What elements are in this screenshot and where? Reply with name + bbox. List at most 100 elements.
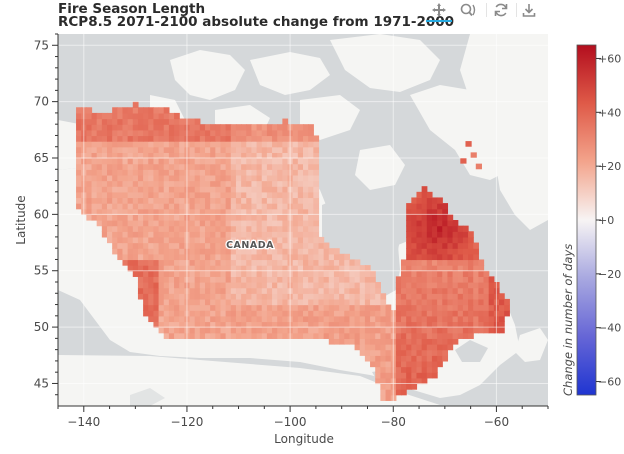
heatmap-cell (364, 349, 371, 356)
heatmap-cell (96, 191, 103, 199)
save-tool-button[interactable] (518, 0, 540, 20)
heatmap-cell (107, 152, 113, 159)
heatmap-cell (504, 304, 510, 311)
heatmap-cell (272, 197, 278, 204)
heatmap-cell (230, 236, 237, 244)
heatmap-cell (76, 203, 82, 210)
heatmap-cell (122, 214, 129, 221)
heatmap-cell (107, 118, 113, 125)
heatmap-cell (112, 242, 118, 249)
heatmap-cell (194, 293, 201, 300)
heatmap-cell (277, 236, 283, 244)
heatmap-cell (235, 225, 242, 232)
heatmap-cell (473, 259, 479, 266)
heatmap-cell (303, 287, 309, 294)
heatmap-cell (344, 287, 351, 294)
heatmap-cell (96, 174, 103, 182)
heatmap-cell (210, 169, 216, 176)
heatmap-cell (205, 248, 211, 255)
heatmap-cell (168, 225, 175, 232)
heatmap-cell (364, 298, 371, 306)
heatmap-cell (179, 287, 185, 294)
heatmap-cell (158, 327, 165, 334)
heatmap-cell (117, 107, 124, 114)
heatmap-cell (101, 214, 108, 221)
heatmap-cell (344, 338, 351, 345)
heatmap-cell (256, 293, 263, 300)
reset-tool-button[interactable] (490, 0, 512, 20)
wheel-zoom-tool-button[interactable] (456, 0, 480, 20)
heatmap-cell (153, 231, 160, 238)
heatmap-cell (251, 287, 258, 294)
heatmap-cell (86, 107, 93, 114)
heatmap-cell (148, 141, 155, 148)
heatmap-cell (194, 129, 201, 137)
heatmap-cell (194, 287, 201, 294)
heatmap-cell (117, 208, 124, 215)
heatmap-cell (478, 298, 485, 306)
heatmap-cell (107, 112, 113, 120)
heatmap-cell (261, 310, 268, 317)
heatmap-cell (158, 135, 165, 142)
heatmap-cell (112, 225, 118, 232)
heatmap-cell (328, 327, 335, 334)
heatmap-cell (292, 158, 299, 165)
heatmap-cell (148, 214, 155, 221)
heatmap-cell (210, 282, 216, 289)
heatmap-cell (261, 220, 268, 227)
x-tick-label: −80 (381, 415, 406, 429)
heatmap-cell (261, 186, 268, 193)
heatmap-cell (370, 304, 376, 311)
heatmap-cell (313, 310, 320, 317)
heatmap-cell (199, 253, 206, 261)
heatmap-cell (473, 253, 479, 261)
heatmap-cell (163, 315, 170, 323)
heatmap-cell (137, 203, 144, 210)
heatmap-cell (421, 366, 428, 373)
heatmap-cell (112, 214, 118, 221)
heatmap-cell (122, 248, 129, 255)
heatmap-cell (199, 141, 206, 148)
heatmap-cell (91, 180, 98, 187)
heatmap-cell (168, 169, 175, 176)
heatmap-cell (246, 135, 253, 142)
heatmap-cell (194, 146, 201, 153)
heatmap-cell (457, 265, 464, 272)
heatmap-cell (122, 107, 129, 114)
x-tick-label: −100 (274, 415, 307, 429)
heatmap-cell (122, 197, 129, 204)
heatmap-cell (431, 298, 438, 306)
heatmap-cell (230, 141, 237, 148)
heatmap-cell (354, 327, 361, 334)
heatmap-cell (421, 186, 428, 193)
heatmap-cell (318, 315, 325, 323)
heatmap-cell (333, 276, 340, 283)
heatmap-cell (411, 383, 418, 390)
heatmap-cell (158, 186, 165, 193)
heatmap-cell (148, 129, 155, 137)
heatmap-cell (220, 310, 227, 317)
heatmap-cell (225, 259, 232, 266)
heatmap-cell (225, 135, 232, 142)
heatmap-cell (230, 253, 237, 261)
pan-tool-button[interactable] (426, 0, 452, 22)
heatmap-cell (339, 315, 345, 323)
heatmap-cell (370, 298, 376, 306)
heatmap-cell (395, 321, 402, 328)
heatmap-cell (148, 197, 155, 204)
heatmap-cell (323, 310, 330, 317)
heatmap-cell (452, 259, 459, 266)
heatmap-cell (230, 282, 237, 289)
heatmap-cell (122, 169, 129, 176)
heatmap-cell (168, 208, 175, 215)
heatmap-cell (313, 259, 320, 266)
heatmap-cell (272, 129, 278, 137)
heatmap-cell (210, 253, 216, 261)
heatmap-cell (91, 129, 98, 137)
heatmap-cell (96, 163, 103, 170)
heatmap-cell (416, 298, 423, 306)
heatmap-cell (462, 315, 469, 323)
heatmap-cell (189, 270, 196, 277)
heatmap-cell (158, 146, 165, 153)
